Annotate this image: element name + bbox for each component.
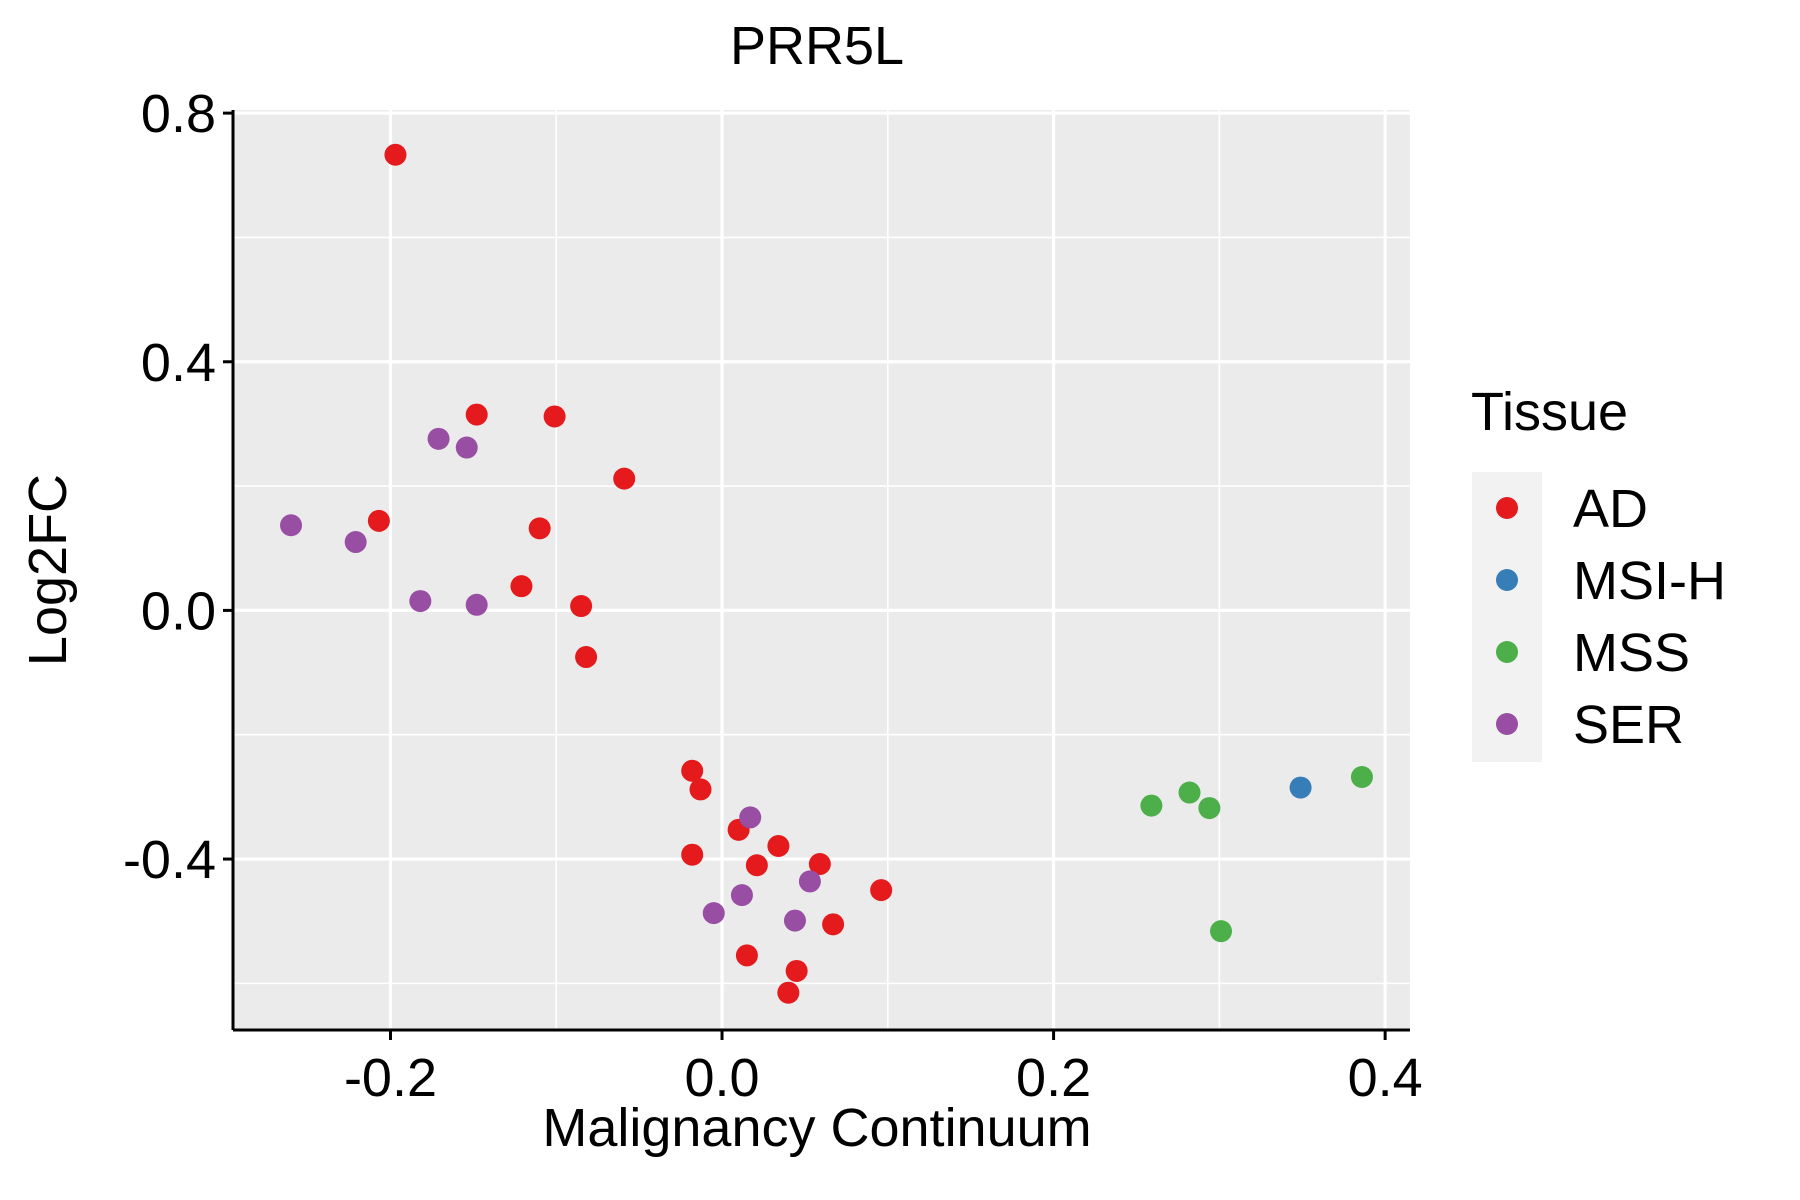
data-point	[767, 835, 790, 857]
data-point	[575, 646, 598, 669]
data-point	[739, 806, 762, 829]
data-point	[870, 879, 893, 902]
legend-title: Tissue	[1471, 382, 1628, 442]
legend-label: AD	[1573, 479, 1648, 539]
data-point	[745, 854, 768, 877]
data-point	[730, 884, 753, 907]
legend: Tissue AD MSI-H MSS SER	[1471, 382, 1726, 762]
legend-key	[1496, 569, 1518, 591]
data-points	[280, 143, 1373, 1004]
data-point	[798, 870, 821, 893]
data-point	[785, 959, 808, 982]
data-point	[1289, 776, 1312, 799]
data-point	[384, 143, 407, 166]
y-tick-label: 0.4	[141, 333, 216, 393]
data-point	[1210, 920, 1233, 943]
x-tick-label: 0.2	[1016, 1048, 1091, 1108]
data-point	[510, 575, 533, 598]
data-point	[1140, 794, 1163, 817]
data-point	[681, 759, 704, 782]
data-point	[570, 595, 593, 618]
grid-minor	[233, 110, 1410, 1030]
series-ad	[367, 143, 893, 1004]
x-tick-label: 0.0	[684, 1048, 759, 1108]
data-point	[280, 514, 303, 537]
data-point	[1198, 797, 1221, 820]
data-point	[689, 778, 712, 801]
data-point	[822, 913, 845, 936]
data-point	[367, 509, 390, 532]
data-point	[1350, 766, 1373, 788]
y-axis-title: Log2FC	[18, 474, 78, 666]
data-point	[777, 981, 800, 1004]
series-msi-h	[1289, 776, 1312, 799]
legend-label: SER	[1573, 695, 1684, 755]
series-mss	[1140, 766, 1373, 943]
x-axis-title: Malignancy Continuum	[542, 1098, 1091, 1158]
legend-label: MSS	[1573, 623, 1690, 683]
x-tick-label: 0.4	[1348, 1048, 1423, 1108]
data-point	[681, 843, 704, 866]
data-point	[455, 436, 478, 459]
y-axis-ticks: -0.4 0.0 0.4 0.8	[123, 84, 233, 890]
data-point	[808, 853, 831, 876]
data-point	[613, 467, 636, 490]
x-axis-ticks: -0.2 0.0 0.2 0.4	[344, 1030, 1423, 1108]
legend-label: MSI-H	[1573, 551, 1726, 611]
chart-title: PRR5L	[730, 16, 904, 76]
data-point	[1178, 781, 1201, 804]
data-point	[543, 405, 566, 428]
grid-major	[233, 110, 1410, 1030]
data-point	[735, 944, 758, 967]
data-point	[783, 909, 806, 932]
data-point	[409, 590, 432, 613]
data-point	[344, 531, 367, 554]
data-point	[465, 593, 488, 616]
legend-key	[1496, 497, 1518, 519]
data-point	[702, 902, 725, 925]
legend-key	[1496, 641, 1518, 663]
data-point	[427, 427, 450, 450]
series-ser	[280, 427, 821, 932]
legend-key	[1496, 713, 1518, 735]
data-point	[465, 403, 488, 426]
plot-panel	[233, 110, 1410, 1030]
y-tick-label: -0.4	[123, 830, 216, 890]
y-tick-label: 0.0	[141, 581, 216, 641]
legend-items: AD MSI-H MSS SER	[1496, 479, 1726, 755]
x-tick-label: -0.2	[344, 1048, 437, 1108]
y-tick-label: 0.8	[141, 84, 216, 144]
data-point	[528, 517, 551, 540]
